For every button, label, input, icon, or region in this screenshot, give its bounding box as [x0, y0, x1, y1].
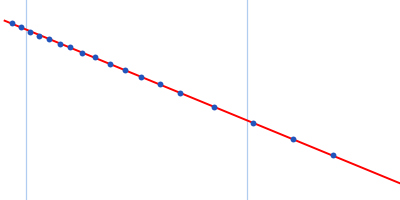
Point: [290, 138, 296, 141]
Point: [211, 105, 217, 109]
Point: [250, 121, 256, 124]
Point: [138, 76, 144, 79]
Point: [106, 63, 113, 66]
Point: [330, 154, 336, 157]
Point: [46, 37, 52, 40]
Point: [56, 42, 63, 45]
Point: [157, 82, 163, 86]
Point: [18, 26, 24, 29]
Point: [176, 91, 183, 94]
Point: [79, 51, 85, 54]
Point: [92, 56, 98, 59]
Point: [26, 30, 33, 33]
Point: [122, 68, 128, 71]
Point: [9, 21, 15, 24]
Point: [36, 34, 42, 37]
Point: [66, 46, 73, 49]
